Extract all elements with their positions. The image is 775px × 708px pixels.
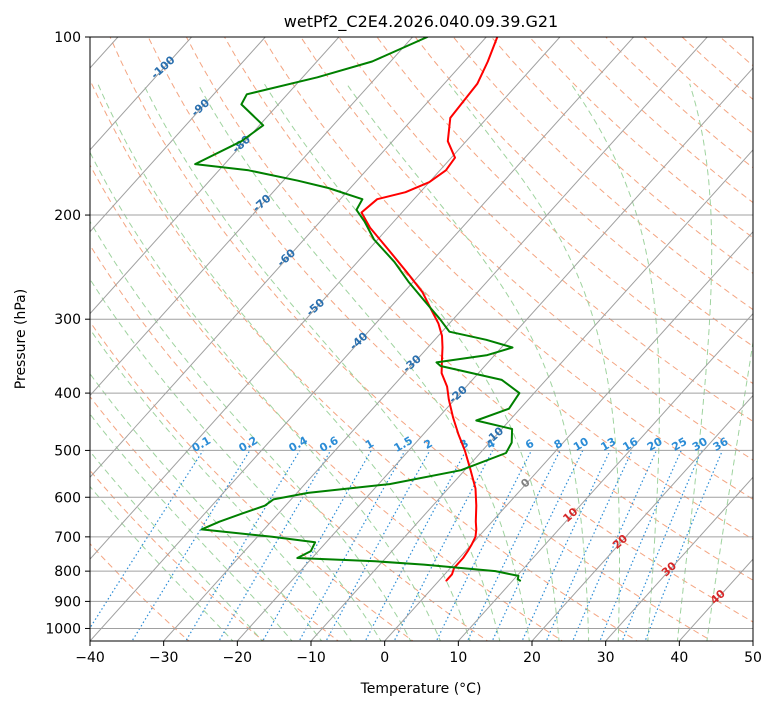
moist-adiabats — [90, 83, 753, 641]
moist-adiabat-line — [90, 278, 382, 641]
plot-frame — [89, 36, 754, 642]
moist-adiabat-line — [90, 372, 323, 641]
x-tick-label: 30 — [597, 650, 615, 666]
x-tick-label: 10 — [449, 650, 467, 666]
mixing-ratio-line — [325, 450, 431, 641]
moist-adiabat-line — [706, 339, 753, 641]
y-tick-label: 300 — [54, 312, 81, 328]
x-tick-label: −20 — [223, 650, 253, 666]
moist-adiabat-line — [90, 485, 234, 641]
isotherm-line — [90, 37, 266, 233]
y-axis: 100 200 300 400 500 600 700 800 900 1000 — [45, 30, 90, 637]
isotherm-line — [383, 230, 753, 641]
isotherm-line — [604, 476, 753, 641]
x-tick-label: 20 — [523, 650, 541, 666]
isotherm-line — [457, 312, 753, 641]
x-axis: −40 −30 −20 −10 0 10 20 30 40 50 — [75, 641, 762, 666]
mixing-ratio-line — [466, 450, 561, 641]
moist-adiabat-line — [90, 450, 264, 641]
x-tick-label: −30 — [149, 650, 179, 666]
mixing-ratio-line — [599, 450, 682, 641]
x-tick-label: 50 — [744, 650, 762, 666]
mixing-ratio-line — [131, 450, 251, 641]
dry-adiabat-line — [223, 37, 753, 540]
isotherm-line — [90, 37, 414, 397]
dry-adiabat-line — [90, 164, 564, 641]
mixing-ratio-line — [491, 450, 584, 641]
moist-adiabat-line — [448, 83, 620, 641]
dry-adiabat-line — [452, 37, 753, 311]
moist-adiabat-line — [97, 83, 471, 641]
isotherm-line — [310, 149, 753, 641]
dewpoint-profile-line — [194, 37, 522, 582]
y-tick-label: 700 — [54, 530, 81, 546]
isotherm-line — [531, 394, 753, 641]
y-axis-title: Pressure (hPa) — [13, 289, 29, 389]
dry-adiabat-line — [300, 37, 753, 461]
chart-title: wetPf2_C2E4.2026.040.09.39.G21 — [284, 12, 558, 32]
isotherm-line — [90, 37, 340, 315]
dry-adiabat-line — [90, 395, 340, 641]
moist-adiabat-line — [90, 151, 441, 641]
y-tick-label: 900 — [54, 594, 81, 610]
x-axis-title: Temperature (°C) — [360, 681, 482, 697]
moist-adiabat-line — [676, 83, 713, 641]
y-tick-label: 800 — [54, 564, 81, 580]
isotherm-line — [90, 37, 487, 479]
moist-adiabat-line — [570, 83, 660, 641]
isotherm-line — [90, 37, 193, 151]
isobars — [90, 37, 753, 629]
moist-adiabat-line — [197, 83, 530, 641]
dry-adiabat-line — [338, 37, 753, 423]
plot-background — [90, 37, 753, 641]
x-tick-label: −40 — [75, 650, 105, 666]
moist-adiabat-line — [263, 83, 560, 641]
temperature-profile-line — [360, 37, 499, 582]
mixing-ratio-line — [621, 450, 703, 641]
isotherm-line — [90, 37, 635, 641]
background-lines — [90, 37, 753, 641]
y-tick-label: 500 — [54, 443, 81, 459]
sounding-series — [194, 37, 522, 582]
moist-adiabat-line — [90, 328, 352, 641]
x-tick-label: −10 — [296, 650, 326, 666]
mixing-ratio-line — [90, 450, 204, 630]
y-tick-label: 200 — [54, 208, 81, 224]
dry-adiabat-line — [185, 37, 753, 581]
x-tick-label: 40 — [670, 650, 688, 666]
moist-adiabat-line — [142, 83, 501, 641]
isotherm-line — [90, 37, 561, 560]
moist-adiabat-line — [90, 220, 412, 641]
x-tick-label: 0 — [380, 650, 389, 666]
y-tick-label: 400 — [54, 386, 81, 402]
y-tick-label: 100 — [54, 30, 81, 46]
dry-adiabat-line — [90, 78, 638, 641]
dry-adiabat-line — [262, 37, 753, 500]
moist-adiabat-line — [90, 413, 293, 641]
moist-adiabat-line — [346, 83, 590, 641]
y-tick-label: 600 — [54, 490, 81, 506]
y-tick-label: 1000 — [45, 621, 81, 637]
